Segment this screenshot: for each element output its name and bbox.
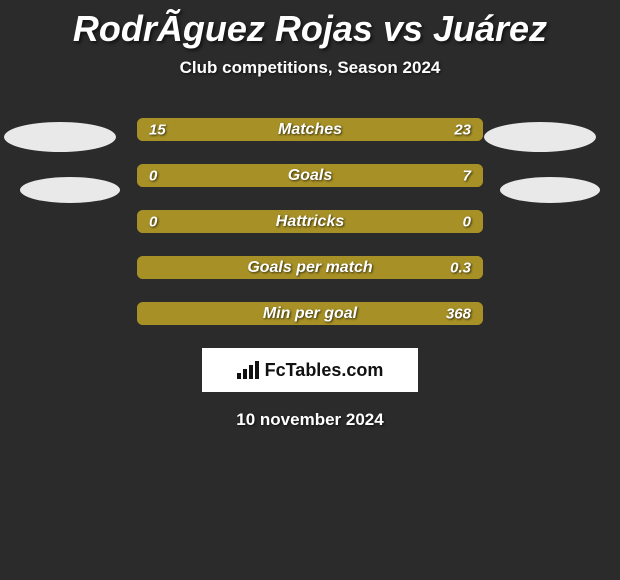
stat-fill-left [137, 164, 147, 187]
page-title: RodrÃ­guez Rojas vs Juárez [0, 0, 620, 50]
stat-fill-left [137, 302, 147, 325]
stat-value-right: 0 [463, 213, 471, 230]
stat-row: Goals per match 0.3 [137, 256, 483, 279]
stat-value-right: 0.3 [450, 259, 471, 276]
stat-row: Min per goal 368 [137, 302, 483, 325]
subtitle: Club competitions, Season 2024 [0, 58, 620, 78]
player-right-badge-2 [500, 177, 600, 203]
stat-row: Hattricks 0 0 [137, 210, 483, 233]
comparison-area: Matches 15 23 Goals 0 7 Hattricks 0 0 Goals per m… [0, 118, 620, 325]
stat-row: Goals 0 7 [137, 164, 483, 187]
stat-label: Goals [288, 167, 332, 185]
stat-value-left: 0 [149, 213, 157, 230]
stat-fill-left [137, 210, 147, 233]
player-left-badge-1 [4, 122, 116, 152]
stat-label: Matches [278, 121, 342, 139]
date-line: 10 november 2024 [0, 410, 620, 430]
stat-bars: Matches 15 23 Goals 0 7 Hattricks 0 0 Goals per m… [137, 118, 483, 325]
stat-value-left: 15 [149, 121, 166, 138]
stat-value-left: 0 [149, 167, 157, 184]
source-logo-text: FcTables.com [265, 360, 384, 381]
player-left-badge-2 [20, 177, 120, 203]
stat-fill-left [137, 256, 147, 279]
stat-label: Hattricks [276, 213, 344, 231]
stat-value-right: 368 [446, 305, 471, 322]
chart-icon [237, 361, 259, 379]
source-logo: FcTables.com [202, 348, 418, 392]
player-right-badge-1 [484, 122, 596, 152]
stat-label: Min per goal [263, 305, 357, 323]
stat-fill-right [473, 210, 483, 233]
stat-value-right: 7 [463, 167, 471, 184]
stat-row: Matches 15 23 [137, 118, 483, 141]
stat-label: Goals per match [247, 259, 372, 277]
stat-value-right: 23 [454, 121, 471, 138]
